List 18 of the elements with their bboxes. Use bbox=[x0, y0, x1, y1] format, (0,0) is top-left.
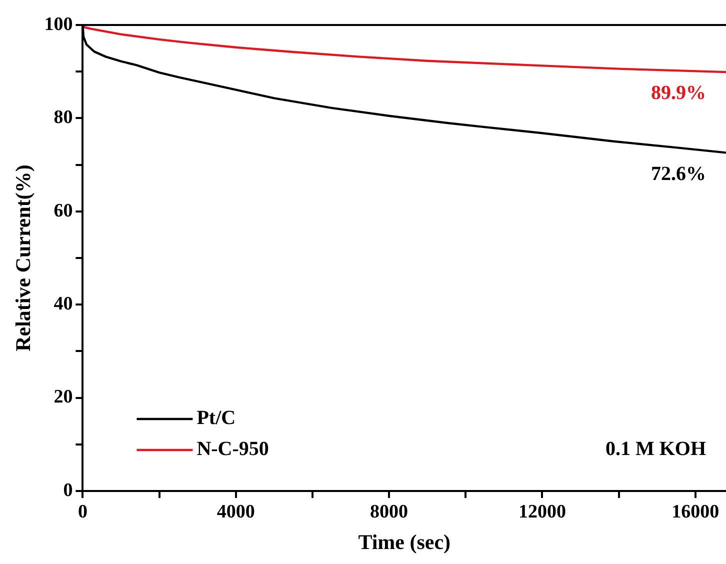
annotation: 72.6% bbox=[651, 162, 706, 185]
x-tick-label: 16000 bbox=[672, 501, 720, 522]
x-axis-title: Time (sec) bbox=[358, 530, 451, 554]
x-tick-label: 8000 bbox=[370, 501, 408, 522]
y-tick-label: 100 bbox=[44, 14, 73, 35]
x-tick-label: 0 bbox=[78, 501, 88, 522]
x-tick-label: 12000 bbox=[518, 501, 566, 522]
y-tick-label: 60 bbox=[54, 200, 73, 222]
legend-label: Pt/C bbox=[196, 407, 236, 430]
annotation: 0.1 M KOH bbox=[605, 438, 706, 460]
y-tick-label: 40 bbox=[54, 294, 73, 315]
y-tick-label: 20 bbox=[54, 386, 73, 408]
y-tick-label: 0 bbox=[63, 480, 73, 501]
x-tick-label: 4000 bbox=[216, 501, 255, 522]
annotation: 89.9% bbox=[651, 82, 706, 104]
y-tick-label: 80 bbox=[54, 107, 73, 128]
legend-label: N-C-950 bbox=[196, 438, 269, 460]
y-axis-title: Relative Current(%) bbox=[11, 164, 36, 352]
